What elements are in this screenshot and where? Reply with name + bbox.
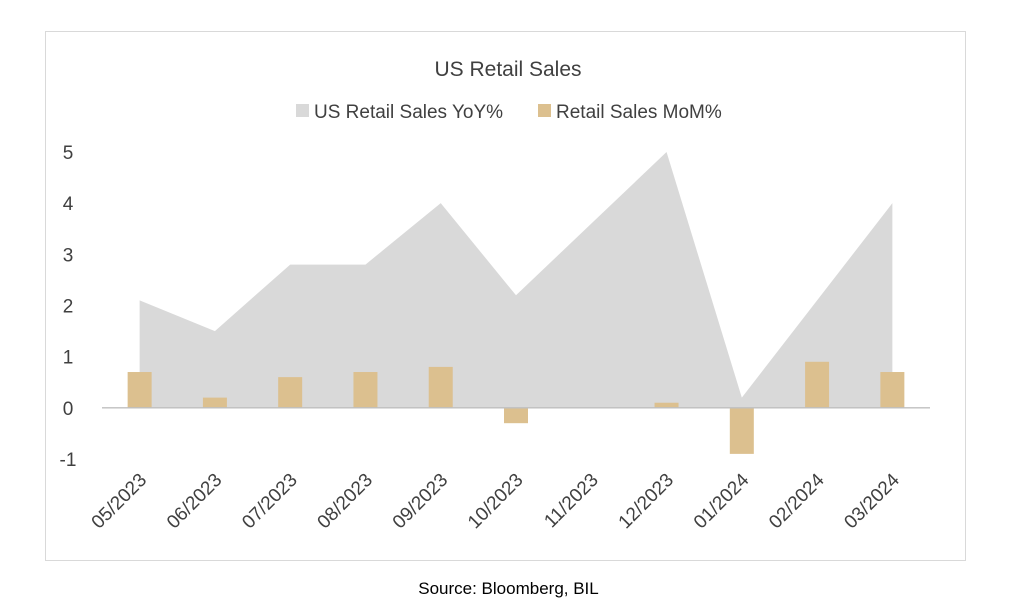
y-tick-label: -1 [60, 450, 77, 471]
plot-area: 5 4 3 2 1 0 -1 05/2023 06/2023 07/2023 08/2023 09/2… [60, 143, 930, 533]
x-tick-label: 02/2024 [765, 469, 829, 533]
legend: US Retail Sales YoY% Retail Sales MoM% [296, 102, 722, 123]
chart-frame: US Retail Sales US Retail Sales YoY% Ret… [45, 31, 966, 561]
legend-label-mom: Retail Sales MoM% [556, 102, 722, 123]
bar-mom-2 [278, 377, 303, 408]
x-tick-label: 03/2024 [840, 469, 904, 533]
x-tick-label: 06/2023 [163, 470, 226, 533]
bar-mom-0 [127, 372, 152, 408]
x-tick-label: 07/2023 [238, 470, 301, 533]
source-note: Source: Bloomberg, BIL [418, 579, 599, 598]
legend-label-yoy: US Retail Sales YoY% [314, 102, 503, 123]
bar-mom-8 [729, 407, 754, 454]
y-tick-label: 2 [63, 297, 74, 318]
bar-mom-1 [202, 397, 227, 408]
x-tick-label: 11/2023 [540, 470, 602, 532]
x-tick-label: 12/2023 [615, 470, 678, 533]
x-tick-label: 08/2023 [314, 470, 377, 533]
bar-mom-4 [428, 366, 453, 408]
y-tick-label: 0 [63, 399, 74, 420]
x-tick-label: 05/2023 [88, 470, 151, 533]
bar-mom-10 [880, 372, 905, 408]
legend-swatch-mom [538, 104, 551, 117]
y-tick-label: 4 [63, 194, 74, 215]
bar-mom-9 [805, 361, 830, 408]
x-tick-label: 09/2023 [389, 470, 452, 533]
chart-title: US Retail Sales [434, 58, 581, 81]
area-series-yoy [139, 152, 893, 408]
bar-mom-7 [654, 402, 679, 408]
y-tick-label: 3 [63, 245, 74, 266]
bar-mom-5 [504, 407, 528, 424]
y-tick-label: 5 [63, 143, 74, 164]
x-tick-label: 10/2023 [464, 470, 527, 533]
legend-swatch-yoy [296, 104, 309, 117]
y-tick-label: 1 [63, 348, 74, 369]
bar-mom-3 [353, 372, 378, 408]
x-tick-label: 01/2024 [690, 469, 754, 533]
chart-svg: US Retail Sales US Retail Sales YoY% Ret… [60, 58, 930, 533]
